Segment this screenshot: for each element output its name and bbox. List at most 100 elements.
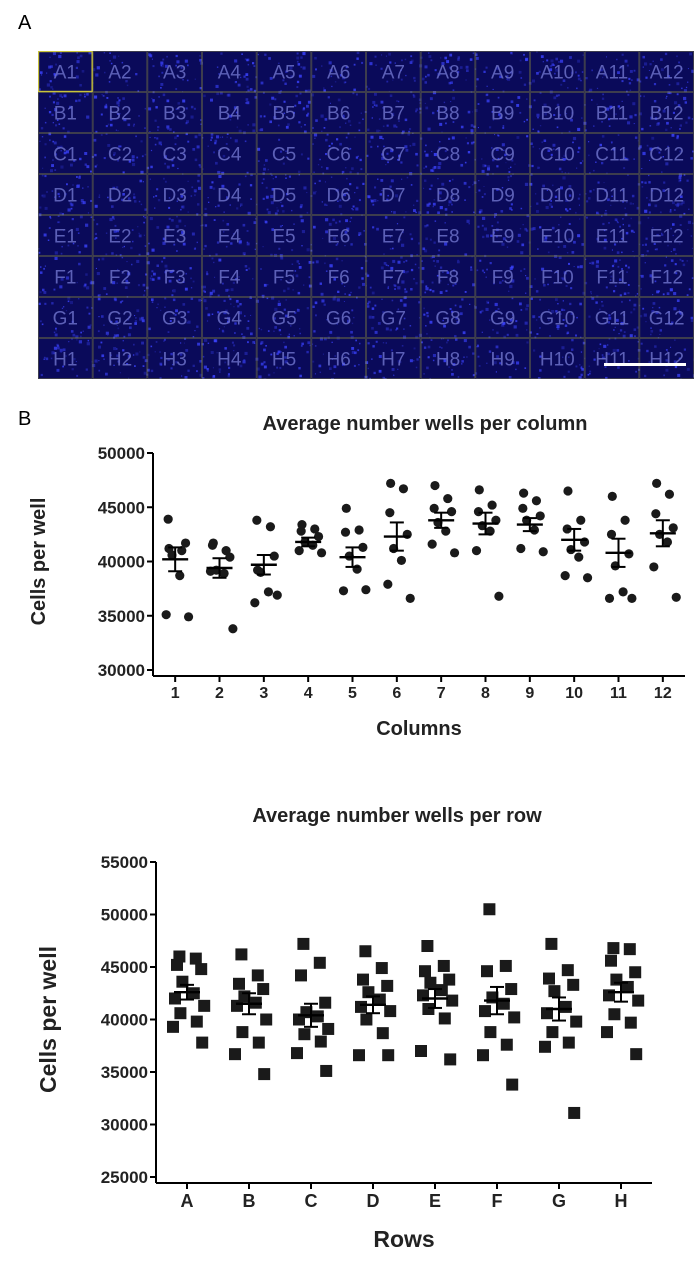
data-point [415,1045,427,1057]
well-label: D3 [163,186,187,207]
x-tick-label: H [615,1191,628,1211]
well-label: C11 [595,145,628,166]
well-label: A9 [491,63,514,84]
data-point [375,962,388,975]
well-C6 [311,133,366,174]
well-label: H1 [53,350,77,371]
well-label: A4 [218,63,242,84]
data-point [231,999,243,1012]
data-point [664,489,675,499]
x-tick-label: 2 [215,685,224,702]
data-point [562,1036,575,1049]
well-label: E3 [163,227,186,248]
data-point [355,1000,367,1013]
well-B6 [311,92,366,133]
well-G11 [584,297,640,338]
y-tick-label: 25000 [101,1168,148,1187]
well-F5 [256,256,312,297]
panel-label-b: B [18,408,32,430]
data-point [438,1012,451,1025]
data-point [443,973,456,986]
well-label: A11 [596,63,628,84]
well-label: G8 [435,309,460,330]
well-label: H5 [272,350,296,371]
x-tick-label: 4 [304,685,313,702]
well-label: E1 [54,227,77,248]
data-point [195,963,208,976]
well-B1 [38,92,93,133]
data-point [479,1005,491,1018]
well-D10 [530,174,585,215]
x-tick-label: 1 [171,685,180,702]
data-point [386,478,396,488]
data-point [618,587,628,597]
chart-title: Average number wells per row [252,805,542,827]
well-D1 [38,174,93,215]
well-label: G2 [107,309,132,330]
well-label: A5 [272,63,295,84]
data-point [473,506,484,517]
well-label: A12 [650,63,684,84]
well-label: D7 [381,186,405,207]
x-tick-label: A [181,1191,194,1211]
data-point [382,1049,395,1062]
well-label: B5 [272,104,295,125]
plate-background [38,51,694,379]
well-C4 [202,133,257,174]
well-A3 [147,51,202,92]
data-point [651,509,661,519]
column-average-chart: Average number wells per column300003500… [28,413,685,740]
data-point [316,548,327,558]
well-F10 [530,256,585,297]
well-label: E6 [327,227,350,248]
well-label: H7 [381,350,405,371]
well-label: D1 [53,186,77,207]
data-point [353,1049,365,1062]
x-tick-label: B [243,1191,256,1211]
well-H6 [311,338,366,379]
well-label: C12 [649,145,684,166]
well-label: G5 [271,309,296,330]
well-C2 [92,133,148,174]
well-label: H8 [436,350,460,371]
well-label: C7 [381,145,405,166]
x-axis-label: Rows [373,1226,434,1252]
well-label: F4 [218,268,241,289]
data-point [189,952,202,965]
data-point [652,478,662,488]
well-label: E7 [382,227,405,248]
well-H11 [584,338,640,379]
x-tick-label: F [492,1191,503,1211]
data-point [435,984,448,997]
well-C8 [420,133,476,174]
well-label: A1 [54,63,77,84]
y-tick-label: 40000 [98,553,145,572]
data-point [396,555,407,566]
row-average-chart: Average number wells per row 25000 30000 35… [35,805,652,1252]
data-point [560,571,570,581]
well-label: F2 [109,268,131,289]
data-point [175,571,185,581]
well-label: D11 [595,186,628,207]
data-point [570,1015,583,1028]
well-G3 [147,297,202,338]
data-point [671,592,681,602]
data-point [196,1036,209,1049]
data-point [621,980,634,993]
data-point [481,965,493,978]
data-point [310,524,320,534]
data-point [257,983,270,996]
well-A9 [475,51,530,92]
well-B11 [584,92,640,133]
well-label: H2 [108,350,132,371]
y-tick-label: 30000 [101,1116,148,1135]
data-point [322,1022,335,1035]
data-point [385,508,395,518]
well-C5 [256,133,312,174]
well-B2 [92,92,148,133]
well-H9 [475,338,530,379]
well-F3 [147,256,202,297]
well-G2 [92,297,148,338]
data-point [313,531,324,542]
well-label: B8 [436,104,459,125]
